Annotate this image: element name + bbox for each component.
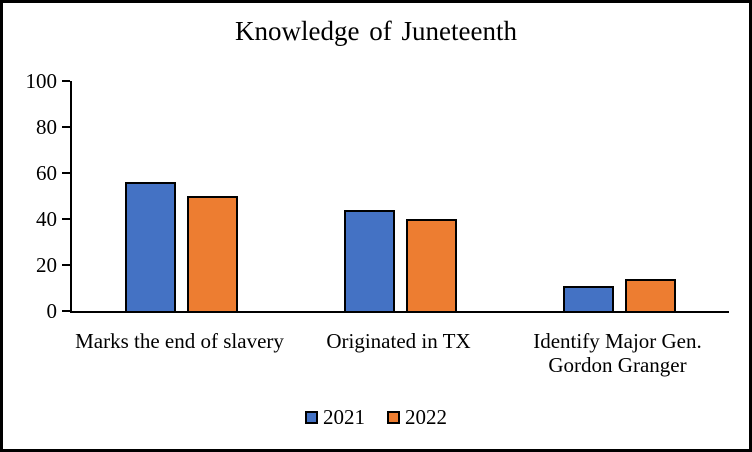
y-tick-label: 0 [46,299,58,323]
y-tick-mark [62,264,70,266]
y-tick-mark [62,218,70,220]
bar-2021-group2 [344,209,395,311]
y-tick-label: 20 [36,253,57,277]
category-label: Identify Major Gen. Gordon Granger [533,329,702,377]
legend-label: 2022 [405,405,447,429]
bar-2022-group1 [187,196,238,311]
legend-marker-2022 [387,410,400,424]
chart-title: Knowledge of Juneteenth [235,16,517,46]
y-tick-label: 60 [36,161,57,185]
legend-item-2022: 2022 [387,405,447,429]
bar-2022-group2 [406,219,457,311]
y-tick-mark [62,172,70,174]
category-label: Originated in TX [326,329,471,353]
legend-marker-2021 [305,410,318,424]
y-tick-mark [62,126,70,128]
legend-label: 2021 [323,405,365,429]
y-tick-mark [62,80,70,82]
y-tick-label: 80 [36,115,57,139]
y-tick-label: 40 [36,207,57,231]
bar-2021-group3 [563,285,614,311]
bar-2022-group3 [625,278,676,311]
bar-2021-group1 [125,182,176,311]
y-tick-mark [62,310,70,312]
legend-item-2021: 2021 [305,405,365,429]
plot-area [70,81,729,313]
y-tick-label: 100 [25,69,58,93]
category-label: Marks the end of slavery [75,329,284,353]
legend: 2021 2022 [3,405,749,429]
